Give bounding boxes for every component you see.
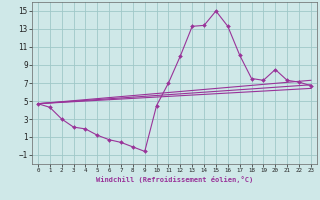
X-axis label: Windchill (Refroidissement éolien,°C): Windchill (Refroidissement éolien,°C)	[96, 176, 253, 183]
